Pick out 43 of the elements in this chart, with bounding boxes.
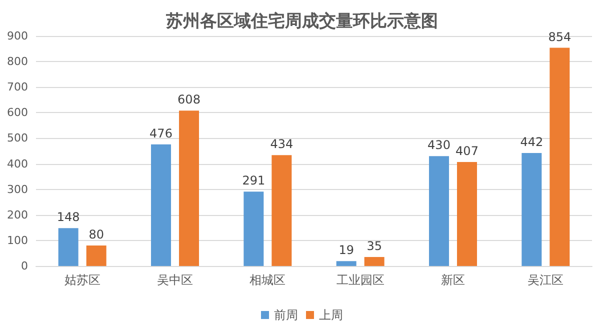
data-label: 434 [270, 137, 294, 152]
bar [58, 228, 78, 266]
x-tick-label: 相城区 [250, 273, 286, 287]
bar [244, 192, 264, 266]
legend-label: 上周 [319, 308, 343, 322]
bar [429, 156, 449, 266]
bar [550, 48, 570, 266]
data-label: 608 [178, 92, 200, 107]
data-label: 80 [88, 228, 104, 242]
bar [179, 110, 199, 266]
bar [272, 155, 292, 266]
x-tick-label: 吴江区 [528, 273, 564, 287]
y-tick-label: 400 [7, 157, 28, 170]
data-label: 148 [56, 210, 80, 224]
legend-label: 前周 [274, 308, 298, 322]
data-label: 35 [366, 239, 382, 254]
x-tick-label: 工业园区 [336, 273, 384, 287]
bar [336, 261, 356, 266]
data-label: 19 [338, 243, 354, 258]
bar [457, 162, 477, 266]
y-tick-label: 700 [7, 80, 28, 94]
y-tick-label: 100 [7, 234, 28, 247]
data-label: 476 [150, 126, 172, 140]
bar [151, 144, 171, 266]
bar [86, 246, 106, 266]
y-tick-label: 0 [21, 260, 28, 272]
y-tick-label: 500 [7, 132, 28, 145]
bar [364, 257, 384, 266]
chart-title: 苏州各区域住宅周成交量环比示意图 [165, 12, 438, 32]
bar [522, 153, 542, 266]
x-tick-label: 新区 [441, 273, 465, 287]
y-tick-label: 300 [7, 182, 28, 196]
x-tick-label: 吴中区 [157, 273, 193, 287]
y-tick-label: 200 [7, 208, 28, 222]
data-label: 407 [456, 144, 478, 158]
data-label: 442 [520, 135, 544, 150]
y-tick-label: 800 [7, 55, 28, 68]
data-label: 291 [242, 174, 266, 188]
data-label: 854 [548, 30, 572, 44]
y-tick-label: 600 [7, 106, 28, 120]
data-label: 430 [428, 138, 450, 152]
x-tick-label: 姑苏区 [64, 273, 100, 287]
y-tick-label: 900 [7, 30, 28, 42]
